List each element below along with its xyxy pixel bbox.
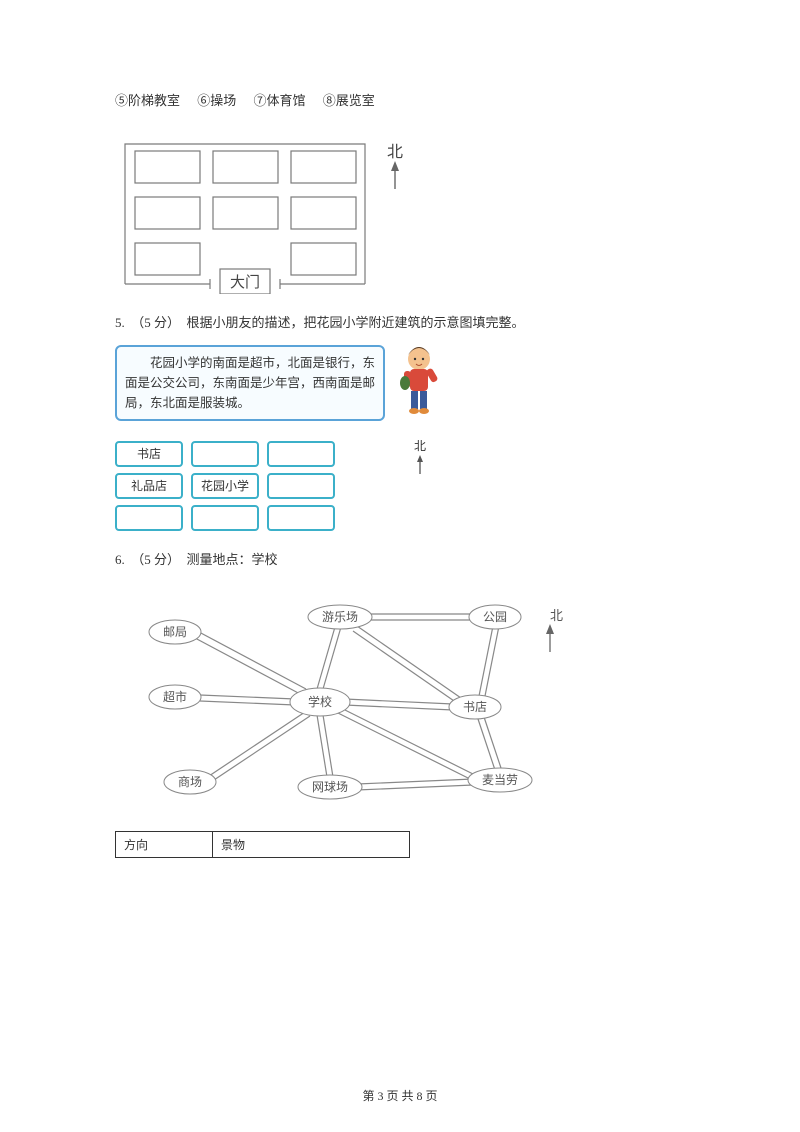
speech-box: 花园小学的南面是超市，北面是银行，东面是公交公司，东南面是少年宫，西南面是邮局，…	[115, 345, 385, 421]
opt8: ⑧展览室	[323, 93, 375, 108]
options-line: ⑤阶梯教室 ⑥操场 ⑦体育馆 ⑧展览室	[115, 90, 685, 109]
node-tennis: 网球场	[312, 780, 348, 794]
north-label-3: 北	[550, 608, 563, 623]
gbox-r1c2	[191, 441, 259, 467]
page-footer: 第 3 页 共 8 页	[0, 1087, 800, 1104]
gbox-r2c3	[267, 473, 335, 499]
th-scenery: 景物	[213, 832, 410, 858]
node-play: 游乐场	[322, 610, 358, 624]
gbox-r3c2	[191, 505, 259, 531]
gate-label: 大门	[230, 274, 260, 291]
gbox-r2c1: 礼品店	[115, 473, 183, 499]
gbox-r3c1	[115, 505, 183, 531]
kid-illustration	[391, 345, 449, 419]
speech-wrap: 花园小学的南面是超市，北面是银行，东面是公交公司，东南面是少年宫，西南面是邮局，…	[115, 345, 460, 421]
north-label-1: 北	[387, 143, 403, 161]
opt7: ⑦体育馆	[254, 93, 306, 108]
node-park: 公园	[483, 610, 507, 624]
campus-diagram: 大门 北	[115, 129, 425, 294]
opt5: ⑤阶梯教室	[115, 93, 180, 108]
grid-boxes: 北 书店 礼品店 花园小学	[115, 441, 405, 531]
gbox-r1c3	[267, 441, 335, 467]
direction-table: 方向 景物	[115, 831, 410, 858]
opt6: ⑥操场	[197, 93, 236, 108]
node-market: 超市	[163, 689, 187, 704]
gbox-r2c2: 花园小学	[191, 473, 259, 499]
question5: 5. （5 分） 根据小朋友的描述，把花园小学附近建筑的示意图填完整。	[115, 312, 685, 331]
map-diagram: 学校 邮局 超市 商场 游乐场 公园 书店 网球场 麦当劳 北	[105, 582, 585, 817]
th-direction: 方向	[116, 832, 213, 858]
question6: 6. （5 分） 测量地点：学校	[115, 549, 685, 568]
node-book: 书店	[463, 700, 487, 714]
node-school: 学校	[308, 694, 332, 709]
node-mall: 商场	[178, 774, 202, 789]
north-label-2: 北	[413, 437, 427, 454]
gbox-r1c1: 书店	[115, 441, 183, 467]
node-mcd: 麦当劳	[482, 773, 518, 787]
node-post: 邮局	[163, 625, 187, 639]
north-group-2: 北	[413, 437, 427, 480]
gbox-r3c3	[267, 505, 335, 531]
